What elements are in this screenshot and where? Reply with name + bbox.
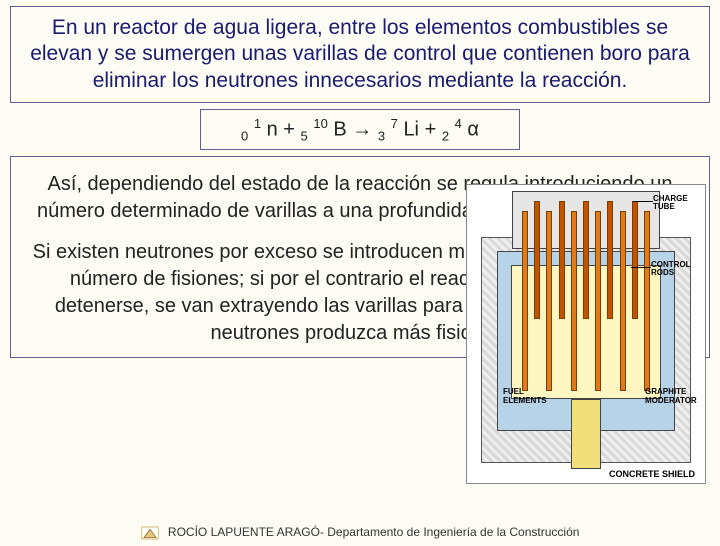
eq-a-sup: 4 xyxy=(455,116,462,131)
reactor-diagram: CHARGE TUBE CONTROL RODS FUEL ELEMENTS G… xyxy=(466,184,706,484)
eq-li-sub: 3 xyxy=(378,128,385,143)
leader-line xyxy=(631,267,651,268)
fuel-rod xyxy=(620,211,626,391)
eq-arrow: → xyxy=(352,118,378,140)
label-charge-tube: CHARGE TUBE xyxy=(653,195,701,212)
fuel-rod xyxy=(522,211,528,391)
fuel-rod xyxy=(595,211,601,391)
logo-icon xyxy=(141,526,159,540)
eq-plus1: + xyxy=(283,118,300,140)
label-control-rods: CONTROL RODS xyxy=(651,261,701,278)
eq-b-sup: 10 xyxy=(313,116,327,131)
leader-line xyxy=(633,201,653,202)
intro-box: En un reactor de agua ligera, entre los … xyxy=(10,6,710,103)
eq-b-sym: B xyxy=(333,118,346,140)
equation-box: 0 1 n + 5 10 B → 3 7 Li + 2 4 α xyxy=(200,109,520,151)
control-rod xyxy=(583,201,589,319)
eq-a-sub: 2 xyxy=(442,128,449,143)
rods-group xyxy=(522,201,650,391)
eq-li-sym: Li xyxy=(403,118,419,140)
control-rod xyxy=(632,201,638,319)
fuel-rod xyxy=(571,211,577,391)
intro-text: En un reactor de agua ligera, entre los … xyxy=(21,15,699,94)
eq-b-sub: 5 xyxy=(301,128,308,143)
eq-li-sup: 7 xyxy=(391,116,398,131)
eq-plus2: + xyxy=(425,118,442,140)
eq-n-sym: n xyxy=(267,118,278,140)
label-graphite-moderator: GRAPHITE MODERATOR xyxy=(645,388,701,405)
control-rod xyxy=(607,201,613,319)
eq-n-sup: 1 xyxy=(254,116,261,131)
eq-a-sym: α xyxy=(467,118,479,140)
footer: ROCÍO LAPUENTE ARAGÓ- Departamento de In… xyxy=(0,525,720,540)
control-rod xyxy=(559,201,565,319)
control-rod xyxy=(534,201,540,319)
eq-n-sub: 0 xyxy=(241,128,248,143)
label-concrete-shield: CONCRETE SHIELD xyxy=(585,470,695,479)
outlet-pipe xyxy=(571,399,601,469)
label-fuel-elements: FUEL ELEMENTS xyxy=(503,388,555,405)
fuel-rod xyxy=(546,211,552,391)
footer-text: ROCÍO LAPUENTE ARAGÓ- Departamento de In… xyxy=(168,525,580,539)
fuel-rod xyxy=(644,211,650,391)
